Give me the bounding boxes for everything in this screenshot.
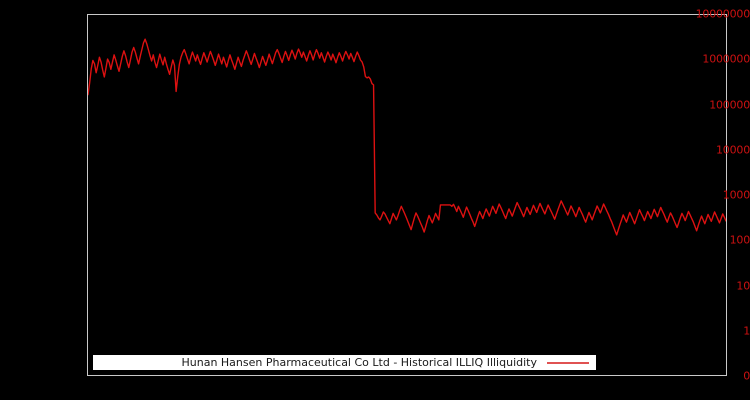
ytick-label-100000: 100000 xyxy=(709,98,750,111)
illiq-series-line xyxy=(88,38,726,236)
ytick-label-0: 0 xyxy=(743,369,750,383)
ytick-label-1: 1 xyxy=(743,324,750,338)
legend-label: Hunan Hansen Pharmaceutical Co Ltd - His… xyxy=(181,355,537,369)
ytick-label-1000: 1000 xyxy=(722,188,750,202)
ytick-label-10000: 10000 xyxy=(716,143,750,157)
plot-area xyxy=(87,14,727,376)
ytick-label-10000000: 10000000 xyxy=(695,7,750,21)
legend-line-sample xyxy=(547,361,589,364)
ytick-label-10: 10 xyxy=(736,279,750,292)
ytick-label-100: 100 xyxy=(729,233,750,247)
ytick-label-1000000: 1000000 xyxy=(702,52,750,66)
chart-legend: Hunan Hansen Pharmaceutical Co Ltd - His… xyxy=(93,355,596,370)
illiq-line-chart xyxy=(88,38,726,236)
